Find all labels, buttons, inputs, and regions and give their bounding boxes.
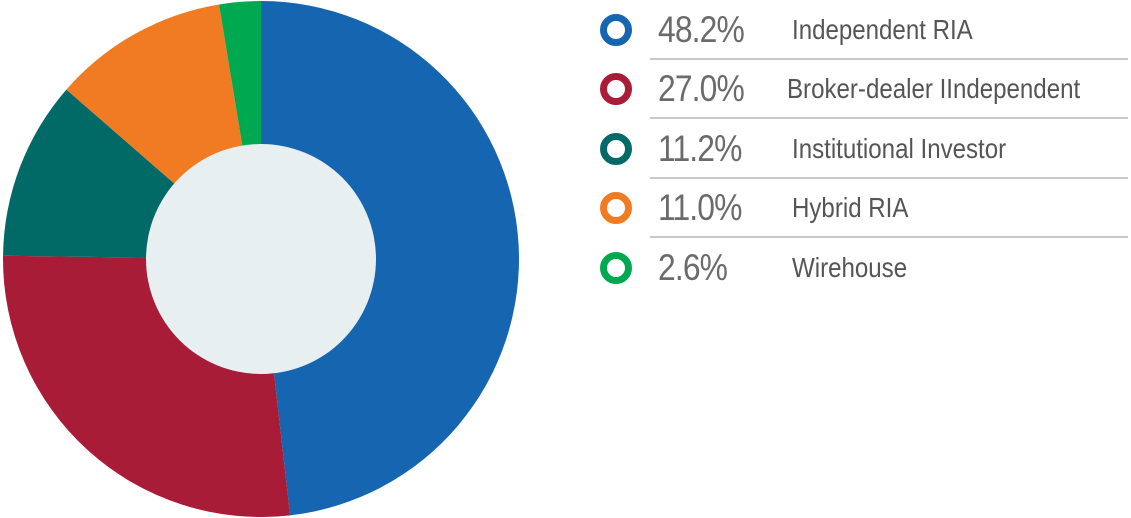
legend-marker-icon (600, 73, 632, 106)
legend-item: 2.6% Wirehouse (600, 238, 1128, 298)
legend-item: 11.0% Hybrid RIA (600, 179, 1128, 238)
legend-marker-icon (600, 192, 632, 225)
donut-hole (146, 144, 376, 374)
donut-chart (2, 1, 519, 517)
pie-slice-independent-ria (261, 1, 519, 516)
legend-item: 11.2% Institutional Investor (600, 119, 1128, 179)
legend-divider (650, 176, 1128, 179)
legend-label: Institutional Investor (792, 132, 1007, 164)
chart-legend: 48.2% Independent RIA 27.0% Broker-deale… (600, 0, 1128, 298)
legend-marker-icon (600, 132, 632, 165)
legend-label: Broker-dealer IIndependent (787, 73, 1081, 105)
legend-item: 48.2% Independent RIA (600, 0, 1128, 60)
legend-value: 11.2% (658, 127, 742, 169)
legend-divider (650, 57, 1128, 60)
legend-value: 2.6% (658, 246, 728, 288)
legend-divider (650, 236, 1128, 238)
legend-label: Hybrid RIA (792, 192, 909, 224)
legend-item: 27.0% Broker-dealer IIndependent (600, 60, 1128, 119)
legend-marker-icon (600, 13, 632, 46)
legend-divider (650, 117, 1128, 119)
legend-marker-icon (600, 251, 632, 284)
legend-label: Wirehouse (792, 251, 908, 283)
legend-value: 11.0% (658, 187, 742, 229)
legend-value: 48.2% (658, 8, 745, 50)
legend-label: Independent RIA (792, 13, 973, 45)
legend-value: 27.0% (658, 68, 745, 110)
